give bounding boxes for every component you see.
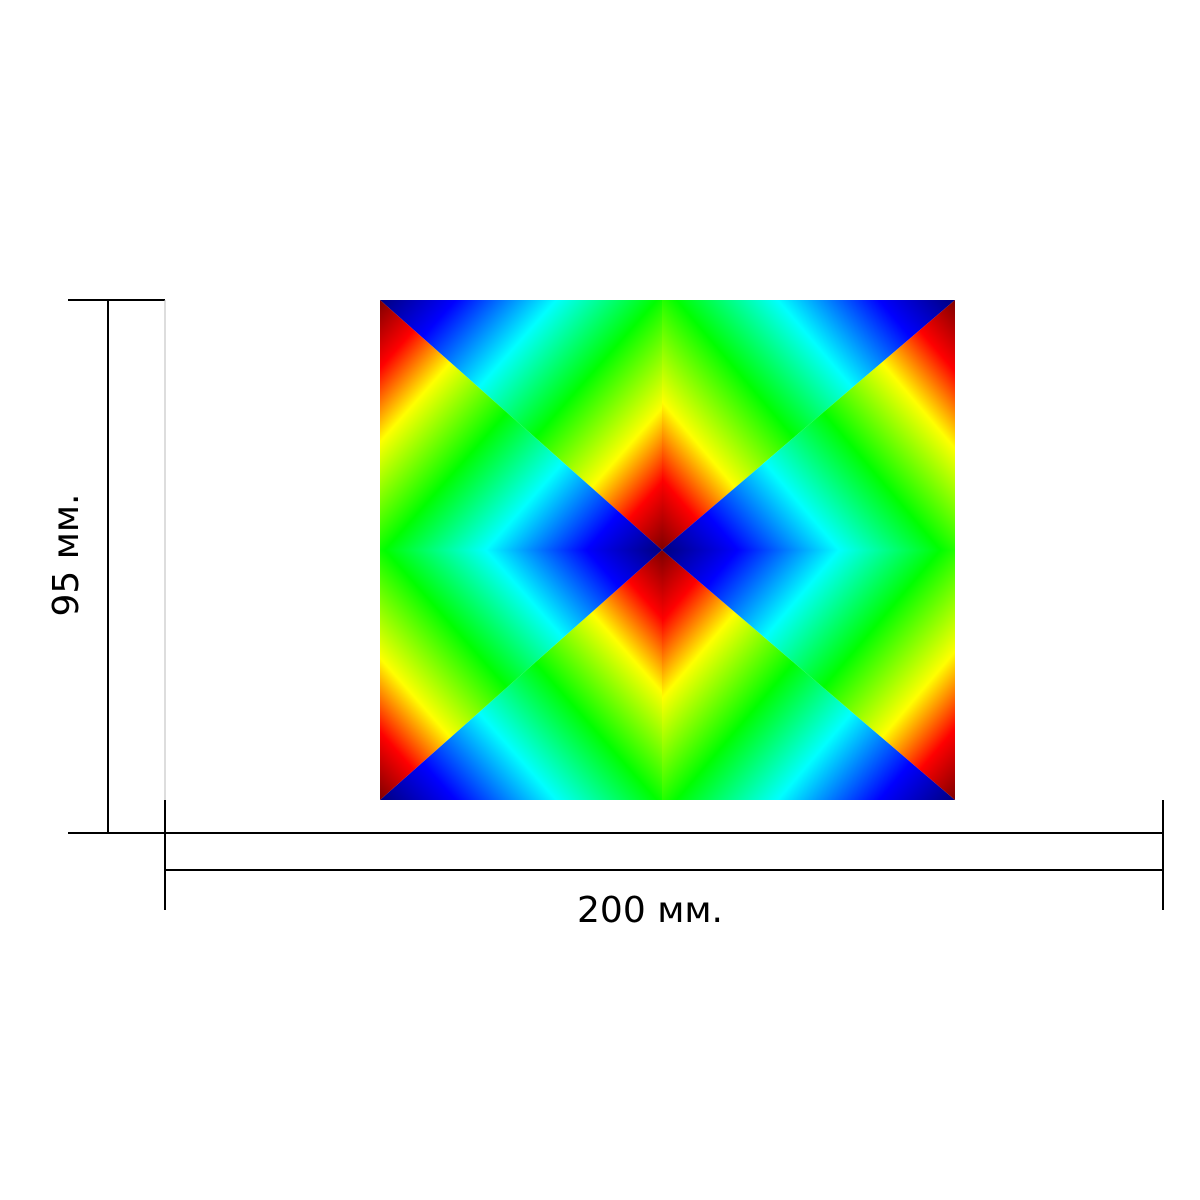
pattern-piece — [380, 550, 662, 800]
height-dimension: 95 мм. — [46, 299, 166, 834]
width-label: 200 мм. — [577, 890, 723, 931]
pattern — [380, 300, 955, 800]
width-dimension: 200 мм. — [164, 800, 1164, 931]
pattern-piece — [380, 300, 662, 550]
height-label: 95 мм. — [46, 493, 87, 616]
pattern-piece — [662, 300, 955, 550]
pattern-piece — [662, 550, 955, 800]
